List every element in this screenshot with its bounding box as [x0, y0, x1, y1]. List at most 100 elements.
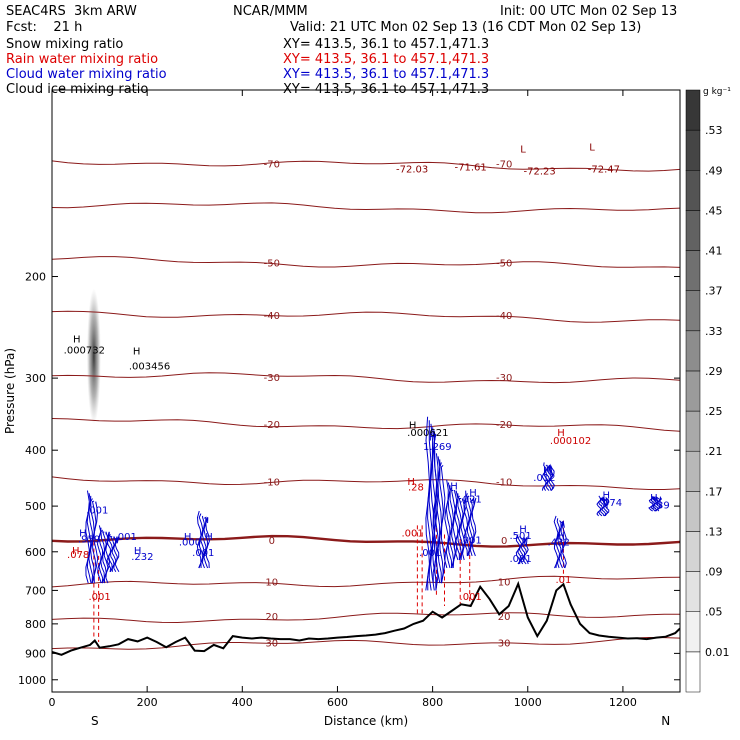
isotherm-label: 20: [498, 612, 511, 623]
colorbar-label: .37: [705, 285, 723, 298]
extremum-label: H: [543, 466, 551, 477]
isotherm-label: -20: [496, 420, 512, 431]
isotherm-label: 20: [265, 612, 278, 623]
extremum-label: .074: [600, 498, 622, 509]
extremum-label: H: [184, 532, 192, 543]
extremum-label: .001: [460, 535, 482, 546]
cloud-water-contour: [562, 521, 567, 569]
colorbar-segment: [685, 210, 701, 251]
isotherm-contour: [52, 202, 680, 214]
colorbar-segment: [685, 611, 701, 653]
colorbar-label: .53: [705, 124, 723, 137]
isotherm-contour: [52, 372, 680, 384]
x-tick-label: 1000: [514, 696, 542, 709]
init-time: Init: 00 UTC Mon 02 Sep 13: [500, 4, 678, 19]
cloud-water-contour: [201, 516, 207, 569]
field-xy-rain: XY= 413.5, 36.1 to 457.1,471.3: [283, 52, 490, 67]
y-tick-label: 500: [25, 500, 46, 513]
cloud-water-contour: [433, 453, 439, 584]
x-tick-label: 400: [232, 696, 253, 709]
colorbar-segment: [685, 651, 701, 693]
x-tick-label: 1200: [609, 696, 637, 709]
valid-time: Valid: 21 UTC Mon 02 Sep 13 (16 CDT Mon …: [290, 20, 642, 35]
cloud-water-contour: [444, 479, 449, 569]
extremum-label: .000: [179, 537, 201, 548]
extremum-label: .432: [548, 537, 570, 548]
extremum-label: .001: [115, 532, 137, 543]
extremum-label: H: [407, 477, 415, 488]
extremum-label: .001: [419, 548, 441, 559]
endpoint-right: N: [661, 714, 670, 728]
extremum-label: H: [133, 346, 141, 357]
isotherm-label: 0: [501, 536, 507, 547]
x-tick-label: 800: [422, 696, 443, 709]
extremum-label: .021: [460, 495, 482, 506]
field-label-rain: Rain water mixing ratio: [6, 52, 159, 67]
extremum-label: -72.23: [524, 166, 556, 177]
cloud-water-contour: [596, 495, 602, 517]
extremum-label: L: [589, 143, 595, 154]
isotherm-label: -30: [264, 373, 280, 384]
cloud-water-contour: [543, 464, 549, 491]
extremum-label: .001: [509, 554, 531, 565]
extremum-label: H: [450, 482, 458, 493]
cloud-water-contour: [560, 521, 566, 569]
cloud-water-contour: [550, 465, 555, 491]
isotherm-contour: [52, 418, 680, 432]
extremum-label: .001: [192, 548, 214, 559]
colorbar-segment: [685, 571, 701, 612]
extremum-label: .000732: [64, 346, 105, 357]
isotherm-label: 0: [269, 536, 275, 547]
extremum-label: .001: [86, 506, 108, 517]
field-label-cloud-water: Cloud water mixing ratio: [6, 67, 167, 82]
cloud-water-contour: [603, 497, 608, 517]
extremum-label: H: [73, 334, 81, 345]
x-tick-label: 600: [327, 696, 348, 709]
colorbar-segment: [685, 410, 701, 452]
isotherm-label: 30: [498, 638, 511, 649]
extremum-label: H: [429, 433, 437, 444]
extremum-label: H: [557, 428, 565, 439]
extremum-label: .139: [647, 501, 669, 512]
y-axis-label: Pressure (hPa): [3, 348, 17, 434]
isotherm-label: -10: [496, 477, 512, 488]
y-tick-label: 900: [25, 647, 46, 660]
extremum-label: .959: [78, 534, 100, 545]
y-tick-label: 200: [25, 271, 46, 284]
extremum-label: .000102: [550, 436, 591, 447]
extremum-label: .000621: [407, 428, 448, 439]
isotherm-contour: [52, 612, 680, 624]
extremum-label: H: [469, 488, 477, 499]
colorbar-label: 0.01: [705, 646, 730, 659]
extremum-label: H: [134, 546, 142, 557]
extremum-label: .001: [401, 529, 423, 540]
colorbar-segment: [685, 450, 701, 492]
model-title: SEAC4RS 3km ARW: [6, 4, 137, 19]
extremum-label: -72.47: [588, 164, 620, 175]
cloud-water-contour: [556, 520, 562, 569]
colorbar-label: .13: [705, 525, 723, 538]
colorbar-label: .05: [705, 606, 723, 619]
colorbar-segment: [685, 170, 701, 211]
extremum-label: -72.03: [396, 164, 428, 175]
colorbar-label: .21: [705, 445, 723, 458]
isotherm-label: 10: [265, 577, 278, 588]
field-xy-cloud-water: XY= 413.5, 36.1 to 457.1,471.3: [283, 67, 490, 82]
cloud-water-contour: [114, 536, 120, 573]
isotherm-label: 30: [265, 638, 278, 649]
cloud-water-contour: [93, 501, 99, 584]
extremum-label: H: [205, 532, 213, 543]
extremum-label: .003456: [129, 362, 170, 373]
y-tick-label: 400: [25, 444, 46, 457]
endpoint-left: S: [91, 714, 99, 728]
colorbar-segment: [685, 129, 701, 171]
cloud-water-contour: [428, 423, 434, 591]
isotherm-label: -10: [264, 477, 280, 488]
extremum-label: .078: [67, 550, 89, 561]
cloud-water-contour: [524, 535, 529, 565]
colorbar-label: .45: [705, 204, 723, 217]
extremum-label: .001: [88, 592, 110, 603]
x-tick-label: 0: [49, 696, 56, 709]
colorbar-label: .33: [705, 325, 723, 338]
isotherm-label: -40: [264, 311, 280, 322]
